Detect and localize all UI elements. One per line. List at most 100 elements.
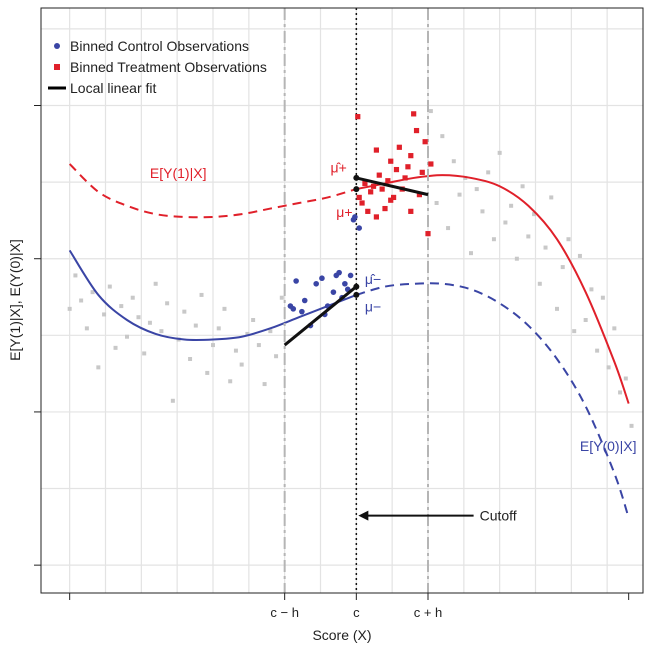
background-point [428, 109, 433, 114]
control-point [352, 214, 358, 220]
background-point [543, 245, 548, 250]
background-point [623, 376, 628, 381]
background-point [509, 203, 514, 208]
treatment-point [373, 147, 379, 153]
background-point [268, 329, 273, 334]
treatment-point [425, 231, 431, 237]
treatment-point [428, 161, 434, 167]
control-point [313, 280, 320, 287]
background-point [589, 287, 594, 292]
annotation-label: μ+ [336, 204, 352, 220]
background-point [256, 343, 261, 348]
treatment-point [385, 178, 391, 184]
local-linear-fit-treatment [355, 176, 429, 197]
background-point [188, 357, 193, 361]
background-point [165, 301, 170, 306]
annotations: E[Y(1)|X] E[Y(0)|X] μ̂+ μ+ μ̂− μ− Cutoff [150, 159, 637, 523]
background-point [251, 318, 256, 322]
control-point [293, 278, 299, 284]
treated-outcome-curve-solid [356, 174, 630, 404]
background-point [491, 237, 496, 242]
x-tick-label: c + h [414, 605, 443, 620]
y-axis-title: E[Y(1)|X], E(Y(0)|X] [7, 239, 23, 361]
treatment-point [393, 166, 400, 173]
reference-lines [283, 8, 429, 593]
treatment-point [365, 208, 371, 214]
annotation-label: E[Y(1)|X] [150, 165, 207, 181]
background-point [595, 348, 600, 353]
background-point [182, 309, 187, 314]
control-point [356, 225, 363, 231]
background-point [67, 306, 72, 311]
control-point [336, 269, 342, 276]
background-point [262, 382, 267, 387]
cutoff-arrow-head [358, 510, 369, 521]
legend-marker-square [54, 64, 60, 70]
background-point [451, 159, 456, 164]
background-point [520, 184, 525, 189]
x-tick-label: c − h [270, 605, 299, 620]
annotation-label: Cutoff [480, 508, 517, 524]
background-point [107, 284, 112, 289]
control-point [342, 280, 348, 287]
background-point [497, 150, 502, 155]
background-point [629, 423, 634, 428]
treatment-point [362, 180, 368, 187]
treatment-point [408, 208, 414, 214]
control-outcome-curve-dashed [356, 282, 630, 519]
background-point [440, 134, 445, 139]
treatment-point [391, 194, 397, 201]
background-point [233, 348, 238, 353]
background-point [566, 237, 571, 242]
treatment-point [388, 197, 394, 203]
binned-observations [287, 111, 434, 329]
annotation-label: μ̂+ [331, 159, 347, 175]
background-point [211, 343, 215, 348]
background-observations [67, 109, 634, 428]
treatment-point [419, 169, 425, 175]
treatment-point [388, 158, 394, 164]
background-point [612, 326, 617, 331]
treatment-point [355, 114, 361, 120]
background-point [434, 201, 439, 205]
background-point [279, 295, 284, 300]
background-point [555, 306, 559, 311]
background-point [480, 209, 485, 214]
background-point [170, 398, 175, 403]
cutoff-estimate-point [353, 174, 360, 181]
local-linear-fits [283, 174, 429, 347]
background-point [606, 365, 611, 370]
legend-entry-label: Local linear fit [70, 80, 156, 96]
background-point [199, 292, 204, 297]
background-point [96, 365, 101, 370]
background-point [216, 326, 221, 331]
control-point [330, 289, 337, 295]
treatment-point [416, 192, 422, 198]
treated-outcome-curve-dashed [68, 163, 357, 219]
background-point [84, 326, 89, 331]
annotation-label: μ̂− [365, 271, 381, 287]
treatment-point [376, 172, 382, 178]
background-point [119, 304, 124, 309]
control-point [301, 297, 308, 304]
background-point [514, 256, 519, 261]
cutoff-estimate-point [353, 283, 360, 290]
cutoff-estimate-point [353, 291, 360, 298]
background-point [102, 312, 107, 317]
treatment-point [405, 164, 411, 170]
background-point [130, 295, 135, 300]
background-point [125, 334, 129, 339]
background-point [90, 290, 95, 295]
background-point [205, 370, 210, 375]
treatment-point [396, 144, 402, 150]
background-point [136, 315, 141, 320]
legend-entry-label: Binned Control Observations [70, 38, 249, 54]
legend-entry-label: Binned Treatment Observations [70, 59, 267, 75]
annotation-label: μ− [365, 299, 381, 315]
annotation-label: E[Y(0)|X] [580, 438, 637, 454]
treatment-point [379, 186, 385, 192]
background-point [142, 351, 147, 356]
cutoff-estimate-point [353, 186, 360, 193]
control-point [347, 272, 354, 279]
background-point [228, 379, 233, 384]
